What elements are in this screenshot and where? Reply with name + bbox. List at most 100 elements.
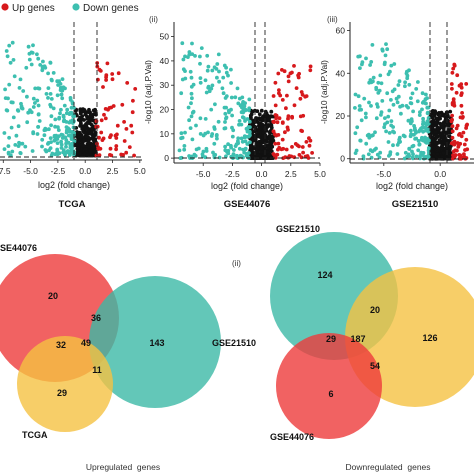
- point-up: [104, 75, 108, 79]
- x-tick-label: -2.5: [51, 166, 66, 176]
- point-down: [2, 147, 7, 152]
- point-up: [304, 94, 309, 98]
- point-down: [410, 155, 415, 160]
- point-ns: [438, 116, 442, 121]
- point-down: [404, 71, 409, 76]
- point-down: [236, 141, 241, 146]
- point-down: [248, 133, 252, 138]
- point-down: [72, 105, 76, 110]
- point-down: [58, 88, 63, 92]
- point-up: [103, 116, 108, 121]
- volcano-tcga-dataset: TCGA: [59, 199, 86, 210]
- point-down: [66, 126, 70, 131]
- x-tick-label: 5.0: [134, 166, 146, 176]
- point-ns: [85, 126, 90, 131]
- point-down: [25, 94, 29, 99]
- venn-up-set-gse21510: GSE21510: [212, 338, 256, 348]
- point-up: [277, 116, 282, 121]
- point-down: [189, 101, 193, 106]
- point-up: [286, 114, 291, 119]
- point-down: [426, 105, 431, 110]
- point-up: [284, 147, 289, 152]
- point-down: [421, 153, 425, 158]
- point-down: [187, 50, 192, 54]
- point-down: [402, 134, 407, 139]
- point-ns: [258, 126, 262, 131]
- point-down: [61, 85, 66, 90]
- volcano-gse21510-xticks: -5.0 0.0: [376, 163, 446, 179]
- point-down: [223, 126, 228, 131]
- point-ns: [436, 128, 441, 132]
- point-down: [238, 153, 243, 158]
- point-down: [31, 105, 36, 109]
- point-down: [206, 84, 211, 89]
- point-down: [72, 139, 77, 144]
- venn-down-caption: Downregulated genes: [345, 462, 430, 472]
- point-ns: [264, 125, 269, 130]
- point-up: [107, 106, 112, 110]
- venn-up-circle-tcga: [17, 336, 113, 432]
- point-down: [190, 41, 194, 46]
- point-down: [241, 110, 246, 115]
- point-ns: [263, 109, 268, 114]
- point-down: [36, 112, 41, 116]
- point-down: [397, 79, 402, 84]
- point-ns: [84, 135, 89, 139]
- point-ns: [441, 126, 446, 131]
- point-up: [102, 112, 106, 117]
- point-down: [358, 66, 362, 70]
- point-up: [130, 130, 135, 135]
- point-ns: [430, 126, 435, 130]
- point-down: [377, 155, 382, 160]
- point-down: [236, 136, 241, 141]
- point-down: [189, 154, 194, 159]
- point-down: [35, 52, 39, 57]
- point-down: [375, 152, 380, 157]
- point-down: [369, 60, 374, 64]
- point-down: [371, 79, 375, 84]
- point-down: [7, 135, 11, 140]
- legend-down-marker: [72, 3, 80, 11]
- point-down: [18, 151, 23, 156]
- point-down: [53, 117, 58, 122]
- point-down: [190, 96, 194, 101]
- point-up: [111, 104, 116, 108]
- point-down: [27, 57, 32, 62]
- point-down: [410, 144, 415, 149]
- venn-down-count-all: 187: [350, 334, 365, 344]
- point-up: [462, 152, 466, 157]
- point-ns: [85, 117, 90, 121]
- point-down: [188, 69, 193, 74]
- point-down: [38, 63, 43, 67]
- point-down: [215, 62, 220, 66]
- point-down: [48, 136, 53, 141]
- point-down: [31, 131, 36, 136]
- point-up: [450, 113, 454, 118]
- y-tick-label: 30: [160, 80, 170, 90]
- point-down: [414, 154, 419, 159]
- point-down: [223, 120, 227, 124]
- point-down: [9, 125, 14, 130]
- point-down: [395, 143, 400, 147]
- point-ns: [74, 108, 78, 113]
- point-down: [415, 99, 420, 104]
- point-ns: [435, 152, 440, 156]
- point-up: [299, 155, 304, 160]
- point-ns: [448, 154, 452, 158]
- point-up: [451, 66, 456, 71]
- point-down: [414, 136, 419, 141]
- point-ns: [249, 145, 253, 149]
- point-ns: [76, 118, 81, 122]
- point-down: [66, 150, 71, 155]
- point-ns: [76, 131, 81, 136]
- point-up: [277, 88, 281, 92]
- point-down: [405, 154, 409, 159]
- point-ns: [81, 144, 86, 148]
- point-ns: [76, 146, 81, 151]
- point-down: [55, 79, 60, 84]
- point-down: [68, 96, 73, 100]
- point-up: [280, 120, 285, 125]
- point-up: [464, 137, 469, 142]
- point-down: [215, 75, 219, 80]
- point-down: [409, 96, 413, 100]
